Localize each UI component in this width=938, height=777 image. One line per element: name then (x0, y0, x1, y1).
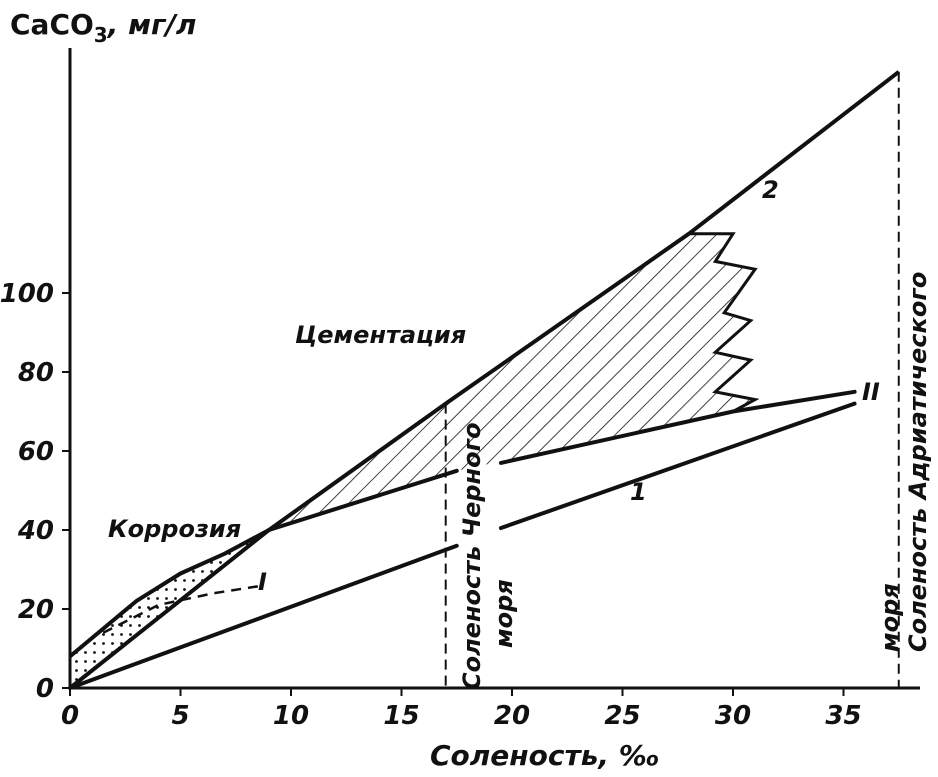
black-sea-label: Соленость Черного моря (458, 422, 518, 690)
y-tick-label: 60 (18, 437, 54, 467)
x-tick-label: 10 (273, 701, 309, 731)
curve-label-1: 1 (630, 478, 647, 506)
ticks-layer: 0 5 10 15 20 25 30 35 0 20 40 60 80 100 (0, 279, 862, 731)
adriatic-sea-label-line2: моря (876, 583, 904, 652)
curves-layer (68, 70, 901, 690)
corrosion-upper-line (68, 528, 270, 658)
series-1-line-segment-a (68, 543, 459, 690)
x-tick-label: 30 (715, 701, 751, 731)
series-II-line-segment-b (499, 389, 857, 465)
x-axis-title: Соленость, ‰ (430, 739, 660, 772)
regions-layer (70, 232, 760, 688)
curve-label-2: 2 (762, 176, 779, 204)
x-tick-label: 0 (61, 701, 79, 731)
curve-label-I: I (258, 568, 267, 596)
adriatic-sea-label: Соленость Адриатического моря (876, 272, 932, 652)
y-tick-label: 40 (17, 516, 54, 546)
x-tick-label: 25 (604, 701, 640, 731)
series-II-line-segment-a (266, 468, 459, 532)
y-tick-label: 20 (18, 595, 54, 625)
black-sea-label-line2: моря (490, 579, 518, 648)
y-axis-title-unit: , мг/л (107, 8, 197, 41)
y-tick-label: 80 (18, 358, 54, 388)
black-sea-label-line1: Соленость Черного (458, 422, 486, 690)
x-tick-label: 5 (171, 701, 189, 731)
adriatic-sea-label-line1: Соленость Адриатического (904, 272, 932, 652)
cementation-region (268, 233, 756, 531)
y-axis-title-subscript: 3 (94, 23, 108, 47)
cementation-zigzag-edge (688, 232, 760, 413)
region-label-cementation: Цементация (295, 321, 466, 349)
x-tick-label: 20 (494, 701, 530, 731)
region-label-corrosion: Коррозия (108, 515, 241, 543)
series-1-line-segment-b (498, 401, 857, 531)
y-axis-title-base: CaCO (10, 8, 94, 41)
x-tick-label: 15 (383, 701, 419, 731)
y-axis-title: CaCO3, мг/л (10, 8, 196, 47)
x-tick-label: 35 (825, 701, 861, 731)
curve-label-II: II (862, 378, 880, 406)
y-tick-label: 0 (36, 674, 54, 704)
series-I-line (102, 584, 265, 634)
y-tick-label: 100 (0, 279, 54, 309)
